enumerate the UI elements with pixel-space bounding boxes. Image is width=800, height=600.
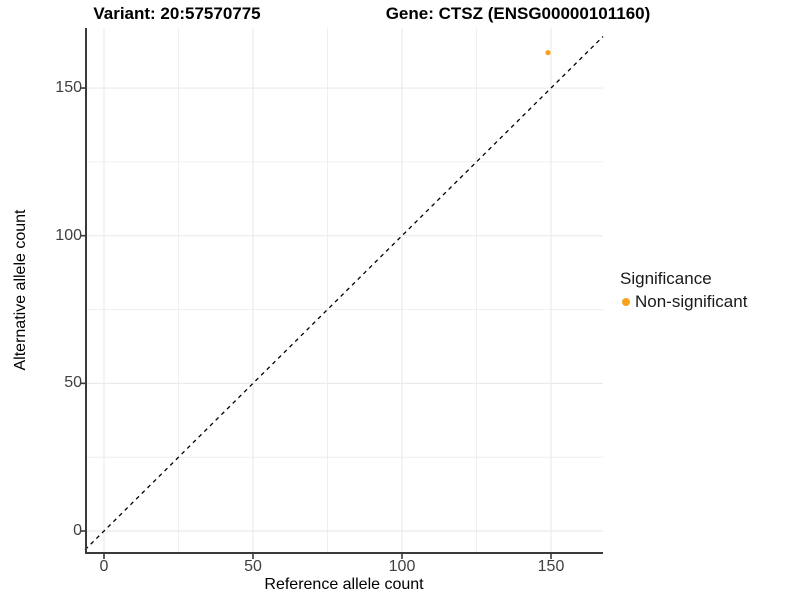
legend-entry: Non-significant: [622, 292, 747, 312]
y-tick-label: 0: [73, 522, 82, 539]
plot-title-gene: Gene: CTSZ (ENSG00000101160): [385, 4, 651, 23]
x-tick-label: 150: [537, 558, 565, 575]
data-point: [545, 50, 551, 56]
x-tick-label: 0: [99, 558, 109, 575]
legend-point-icon: [622, 298, 630, 306]
y-tick-label: 50: [64, 374, 82, 392]
plot-title-variant: Variant: 20:57570775: [93, 4, 261, 23]
legend-entry-label: Non-significant: [635, 292, 748, 311]
x-tick-label: 50: [244, 558, 262, 575]
plot-canvas: [80, 28, 604, 559]
y-tick-label: 100: [55, 226, 82, 244]
y-axis-title: Alternative allele count: [12, 209, 29, 371]
plot-panel: [80, 28, 604, 559]
legend-title: Significance: [620, 269, 712, 288]
x-axis-title: Reference allele count: [264, 576, 424, 593]
x-tick-label: 100: [388, 558, 416, 575]
legend: Significance Non-significant: [620, 269, 747, 312]
identity-dashed-line: [84, 36, 604, 551]
y-tick-label: 150: [55, 79, 82, 97]
